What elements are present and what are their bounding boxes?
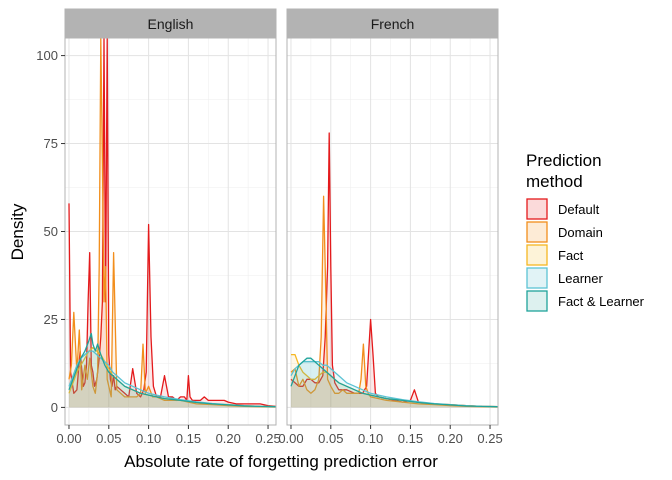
density-line-fact-learner [68,332,276,408]
y-tick-label: 25 [44,312,58,327]
legend-swatch [526,267,548,289]
panel-english: English 0.00 0.05 0.10 0.15 0.20 0.25 0 25 50 75 10… [36,8,281,446]
density-line-domain [290,195,498,408]
legend-label: Fact [558,248,584,263]
x-tick-label: 0.15 [176,431,201,446]
y-tick-label: 50 [44,224,58,239]
legend-title-line: Prediction [526,151,602,170]
x-tick-label: 0.10 [358,431,383,446]
x-tick-label: 0.25 [477,431,502,446]
density-area-fact [69,347,276,408]
series-group-french [290,132,498,408]
legend-label: Fact & Learner [558,294,645,309]
x-tick-label: 0.00 [56,431,81,446]
density-area-learner [69,351,276,408]
x-tick-label: 0.20 [438,431,463,446]
legend-title-line: method [526,172,583,191]
y-tick-label: 0 [51,400,58,415]
y-axis-title: Density [8,203,27,260]
legend-key-default: Default [526,198,600,220]
legend: Prediction method Default Domain Fact Learner… [526,151,645,312]
y-tick-label: 75 [44,136,58,151]
legend-swatch [526,244,548,266]
density-line-fact-learner [290,357,498,408]
density-area-default [69,38,276,408]
strip-label-english: English [148,16,194,32]
x-tick-label: 0.05 [96,431,121,446]
series-group-english [68,38,276,408]
legend-key-learner: Learner [526,267,603,289]
legend-key-domain: Domain [526,221,603,243]
facet-panels: English 0.00 0.05 0.10 0.15 0.20 0.25 0 25 50 75 10… [36,8,503,446]
x-tick-label: 0.25 [255,431,280,446]
strip-background-french [286,8,499,39]
legend-swatch [526,198,548,220]
legend-swatch [526,221,548,243]
x-tick-label: 0.20 [216,431,241,446]
legend-key-fact: Fact [526,244,584,266]
legend-label: Learner [558,271,603,286]
density-area-fact-learner [69,333,276,408]
legend-label: Default [558,202,600,217]
legend-label: Domain [558,225,603,240]
x-axis-title: Absolute rate of forgetting prediction e… [124,452,438,471]
legend-swatch [526,290,548,312]
x-tick-label: 0.00 [278,431,303,446]
x-tick-label: 0.05 [318,431,343,446]
density-area-learner [291,361,498,408]
x-tick-label: 0.10 [136,431,161,446]
density-area-fact [291,354,498,408]
legend-key-fact-learner: Fact & Learner [526,290,645,312]
strip-label-french: French [371,16,415,32]
strip-background-english [64,8,277,39]
density-area-fact-learner [291,358,498,408]
x-tick-label: 0.15 [398,431,423,446]
density-area-domain [69,38,276,408]
y-tick-label: 100 [36,48,58,63]
panel-french: French 0.00 0.05 0.10 0.15 0.20 0.25 [278,8,503,446]
